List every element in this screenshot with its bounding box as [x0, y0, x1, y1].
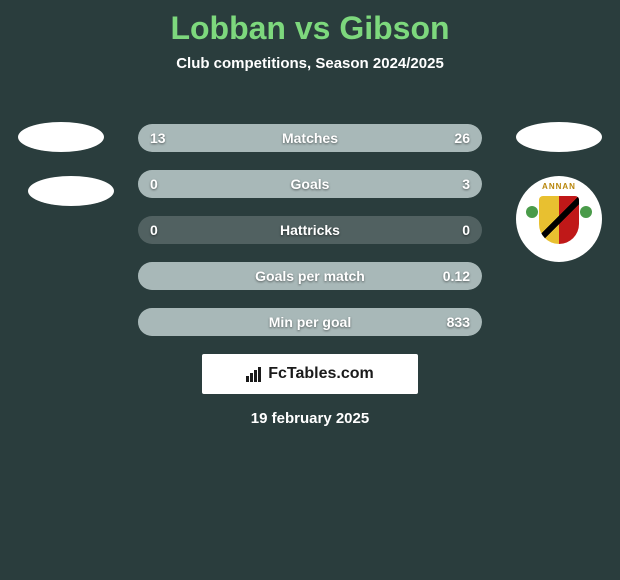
player-left-badge [18, 122, 104, 152]
placeholder-ellipse-icon [516, 122, 602, 152]
comparison-infographic: Lobban vs Gibson Club competitions, Seas… [0, 0, 620, 580]
stat-row: Goals per match0.12 [138, 262, 482, 290]
stat-label: Goals per match [138, 262, 482, 290]
club-right-badge: ANNAN [516, 176, 602, 262]
crest-top-text: ANNAN [516, 182, 602, 191]
stats-bars: Matches1326Goals03Hattricks00Goals per m… [138, 124, 482, 354]
page-title: Lobban vs Gibson [0, 0, 620, 47]
stat-label: Goals [138, 170, 482, 198]
bar-chart-icon [246, 366, 264, 382]
annan-athletic-crest-icon: ANNAN [516, 176, 602, 262]
stat-value-right: 0 [462, 216, 470, 244]
thistle-left-icon [526, 206, 538, 218]
stat-label: Matches [138, 124, 482, 152]
stat-row: Min per goal833 [138, 308, 482, 336]
player-right-badge [516, 122, 602, 152]
club-left-badge [28, 176, 114, 206]
page-subtitle: Club competitions, Season 2024/2025 [0, 55, 620, 72]
stat-value-left: 0 [150, 170, 158, 198]
stat-row: Hattricks0 0 [138, 216, 482, 244]
stat-row: Goals0 3 [138, 170, 482, 198]
placeholder-ellipse-icon [28, 176, 114, 206]
fctables-logo: FcTables.com [246, 365, 374, 383]
stat-label: Min per goal [138, 308, 482, 336]
fctables-brand-box: FcTables.com [202, 354, 418, 394]
brand-text: FcTables.com [268, 365, 374, 383]
stat-value-right: 0.12 [443, 262, 470, 290]
stat-value-right: 833 [447, 308, 470, 336]
stat-value-right: 3 [462, 170, 470, 198]
placeholder-ellipse-icon [18, 122, 104, 152]
stat-value-left: 13 [150, 124, 166, 152]
stat-value-right: 26 [454, 124, 470, 152]
date-text: 19 february 2025 [0, 410, 620, 427]
shield-sash-icon [539, 196, 579, 244]
stat-label: Hattricks [138, 216, 482, 244]
stat-row: Matches13 26 [138, 124, 482, 152]
thistle-right-icon [580, 206, 592, 218]
stat-value-left: 0 [150, 216, 158, 244]
